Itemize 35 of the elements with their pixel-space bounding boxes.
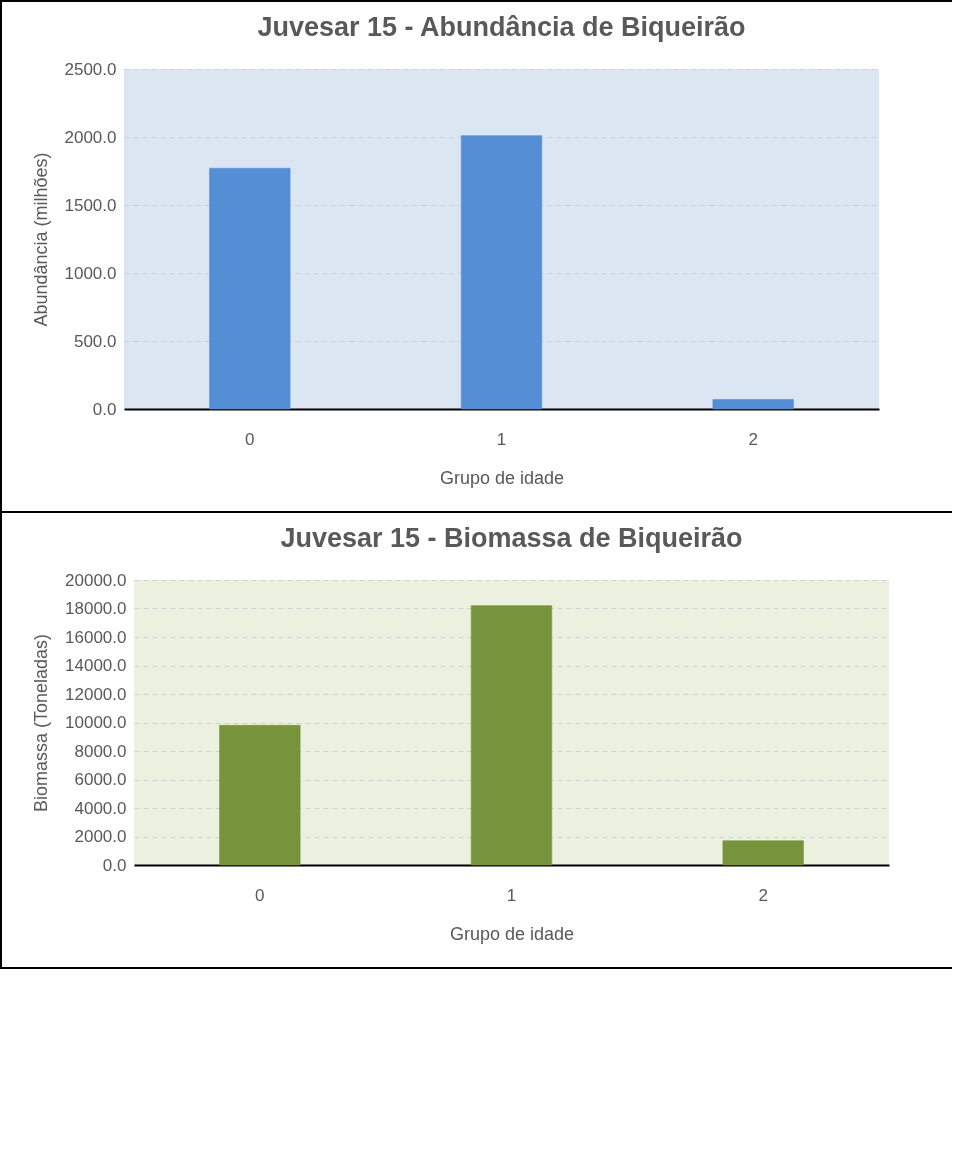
y-tick-label: 2000.0 xyxy=(64,127,117,147)
y-tick-label: 16000.0 xyxy=(65,627,127,647)
y-tick-label: 18000.0 xyxy=(65,599,127,618)
y-tick-label: 1500.0 xyxy=(64,195,117,215)
x-tick-label: 0 xyxy=(255,885,265,905)
bar xyxy=(470,605,553,866)
y-tick-label: 1000.0 xyxy=(64,263,117,283)
x-tick-label: 2 xyxy=(748,429,758,449)
x-axis-title: Grupo de idade xyxy=(439,467,565,488)
x-tick-label: 2 xyxy=(758,885,768,905)
y-tick-label: 20000.0 xyxy=(65,570,127,590)
y-tick-label: 8000.0 xyxy=(74,741,127,761)
y-tick-label: 10000.0 xyxy=(65,713,127,732)
bar xyxy=(460,135,543,410)
y-tick-label: 0.0 xyxy=(92,399,117,419)
y-tick-label: 2500.0 xyxy=(64,59,117,79)
x-tick-label: 0 xyxy=(245,429,255,449)
x-tick-label: 1 xyxy=(496,429,507,449)
y-tick-label: 12000.0 xyxy=(65,684,127,704)
chart-title: Juvesar 15 - Biomassa de Biqueirão xyxy=(280,523,743,553)
bar xyxy=(209,167,291,410)
bar xyxy=(722,840,804,866)
y-tick-label: 2000.0 xyxy=(74,827,127,846)
x-tick-label: 1 xyxy=(506,885,517,905)
y-tick-label: 500.0 xyxy=(73,331,117,351)
y-tick-label: 14000.0 xyxy=(65,656,127,675)
y-axis-title: Biomassa (Toneladas) xyxy=(31,633,52,813)
x-axis-title: Grupo de idade xyxy=(449,923,575,944)
bar xyxy=(219,724,301,866)
y-tick-label: 6000.0 xyxy=(74,770,127,789)
bar xyxy=(712,398,794,410)
chart-title: Juvesar 15 - Abundância de Biqueirão xyxy=(257,12,746,42)
y-tick-label: 4000.0 xyxy=(74,798,127,818)
y-axis-title: Abundância (milhões) xyxy=(30,152,51,327)
y-tick-label: 0.0 xyxy=(102,855,127,875)
